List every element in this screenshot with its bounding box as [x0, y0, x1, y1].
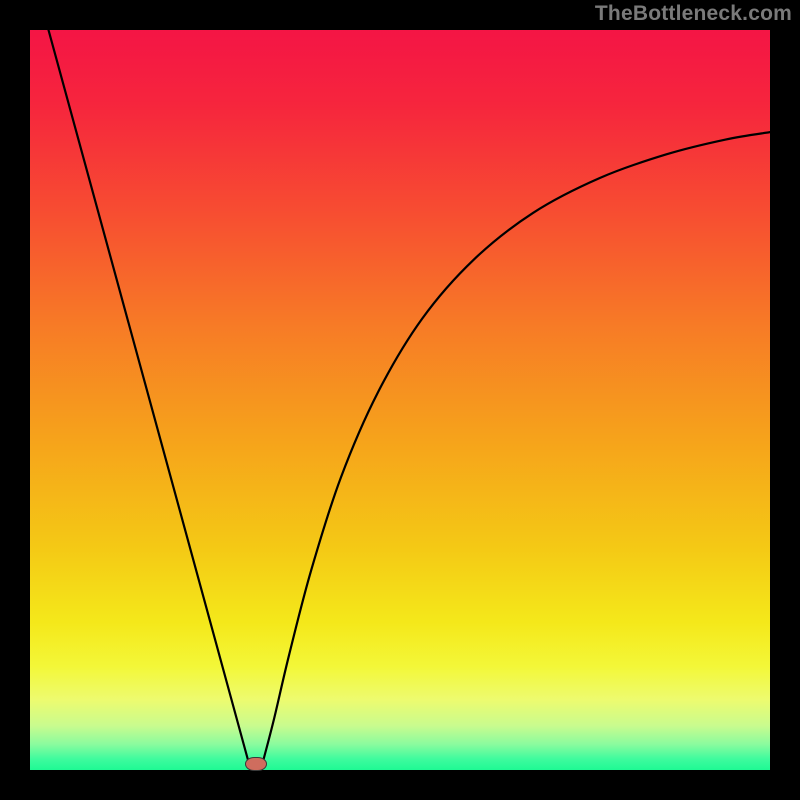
chart-container: TheBottleneck.com: [0, 0, 800, 800]
watermark-text: TheBottleneck.com: [595, 2, 792, 26]
plot-area: [30, 30, 770, 770]
minimum-marker: [245, 757, 267, 771]
bottleneck-chart: [30, 30, 770, 770]
